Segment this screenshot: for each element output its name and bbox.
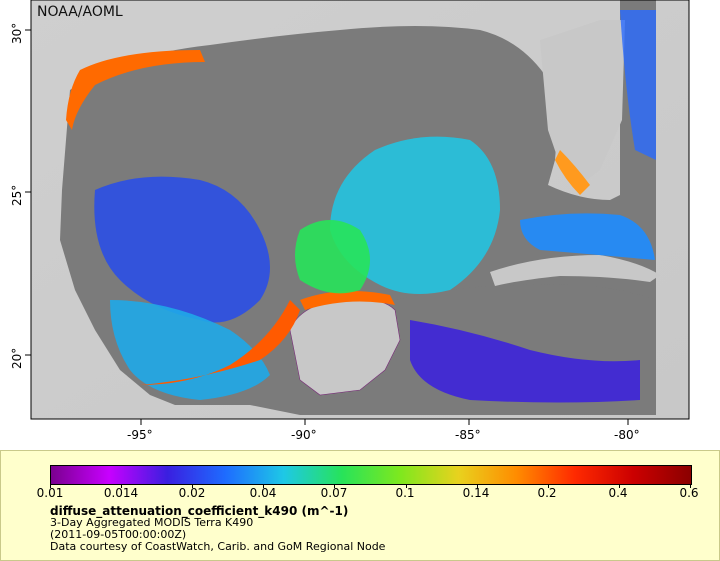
y-axis-ticks	[25, 29, 31, 356]
data-swath-west	[94, 176, 271, 323]
map-panel: NOAA/AOML -95° -90° -85° -80° 30° 25° 20…	[10, 0, 690, 442]
colorbar-tick-mark	[618, 484, 620, 488]
legend-line: (2011-09-05T00:00:00Z)	[50, 528, 187, 541]
colorbar	[50, 465, 692, 485]
coastal-bloom-yucatan	[300, 291, 395, 310]
colorbar-tick-mark	[405, 484, 407, 488]
colorbar-tick-mark	[263, 484, 265, 488]
legend-line: Data courtesy of CoastWatch, Carib. and …	[50, 540, 386, 553]
cuba-land	[490, 255, 660, 286]
colorbar-tick-mark	[334, 484, 336, 488]
legend-text: diffuse_attenuation_coefficient_k490 (m^…	[50, 505, 385, 553]
colorbar-tick-label: 0.1	[395, 486, 415, 500]
colorbar-tick-label: 0.4	[608, 486, 628, 500]
colorbar-tick-label: 0.2	[537, 486, 557, 500]
credit-watermark: NOAA/AOML	[37, 4, 123, 20]
colorbar-tick-mark	[50, 484, 51, 488]
colorbar-tick-mark	[476, 484, 478, 488]
legend-line: 3-Day Aggregated MODIS Terra K490	[50, 516, 254, 529]
legend-panel: 0.01 0.014 0.02 0.04 0.07 0.1 0.14 0.2 0…	[0, 450, 720, 561]
legend-title: diffuse_attenuation_coefficient_k490 (m^…	[50, 504, 349, 518]
colorbar-tick-mark	[547, 484, 549, 488]
coastal-bloom-texas	[66, 50, 205, 130]
data-swath-green	[295, 220, 370, 294]
data-swath-central	[330, 136, 500, 294]
gulf-map	[25, 0, 690, 425]
colorbar-tick-label: 0.014	[103, 486, 139, 500]
x-tick-label: -85°	[455, 428, 481, 442]
colorbar-ticks	[50, 484, 691, 490]
florida-land	[540, 20, 625, 185]
coastal-bloom-campeche	[140, 300, 300, 385]
colorbar-tick-label: 0.01	[36, 486, 64, 500]
data-swath-atlantic	[620, 10, 656, 160]
colorbar-tick-label: 0.02	[178, 486, 206, 500]
colorbar-tick-mark	[690, 484, 691, 488]
x-tick-label: -90°	[291, 428, 317, 442]
colorbar-tick-mark	[192, 484, 194, 488]
x-tick-label: -80°	[614, 428, 640, 442]
colorbar-tick-mark	[121, 484, 123, 488]
map-frame	[30, 0, 690, 420]
x-axis-ticks	[140, 419, 629, 425]
data-swath-southwest	[110, 300, 270, 400]
colorbar-tick-label: 0.04	[249, 486, 277, 500]
colorbar-tick-label: 0.07	[320, 486, 348, 500]
y-tick-label: 30°	[10, 22, 24, 44]
data-swath-straits	[520, 213, 655, 260]
data-swath-caribbean	[410, 320, 640, 403]
y-tick-label: 25°	[10, 184, 24, 206]
colorbar-tick-label: 0.6	[679, 486, 699, 500]
y-tick-label: 20°	[10, 347, 24, 369]
colorbar-tick-label: 0.14	[462, 486, 490, 500]
x-tick-label: -95°	[127, 428, 153, 442]
coastal-bloom-florida	[555, 150, 590, 195]
